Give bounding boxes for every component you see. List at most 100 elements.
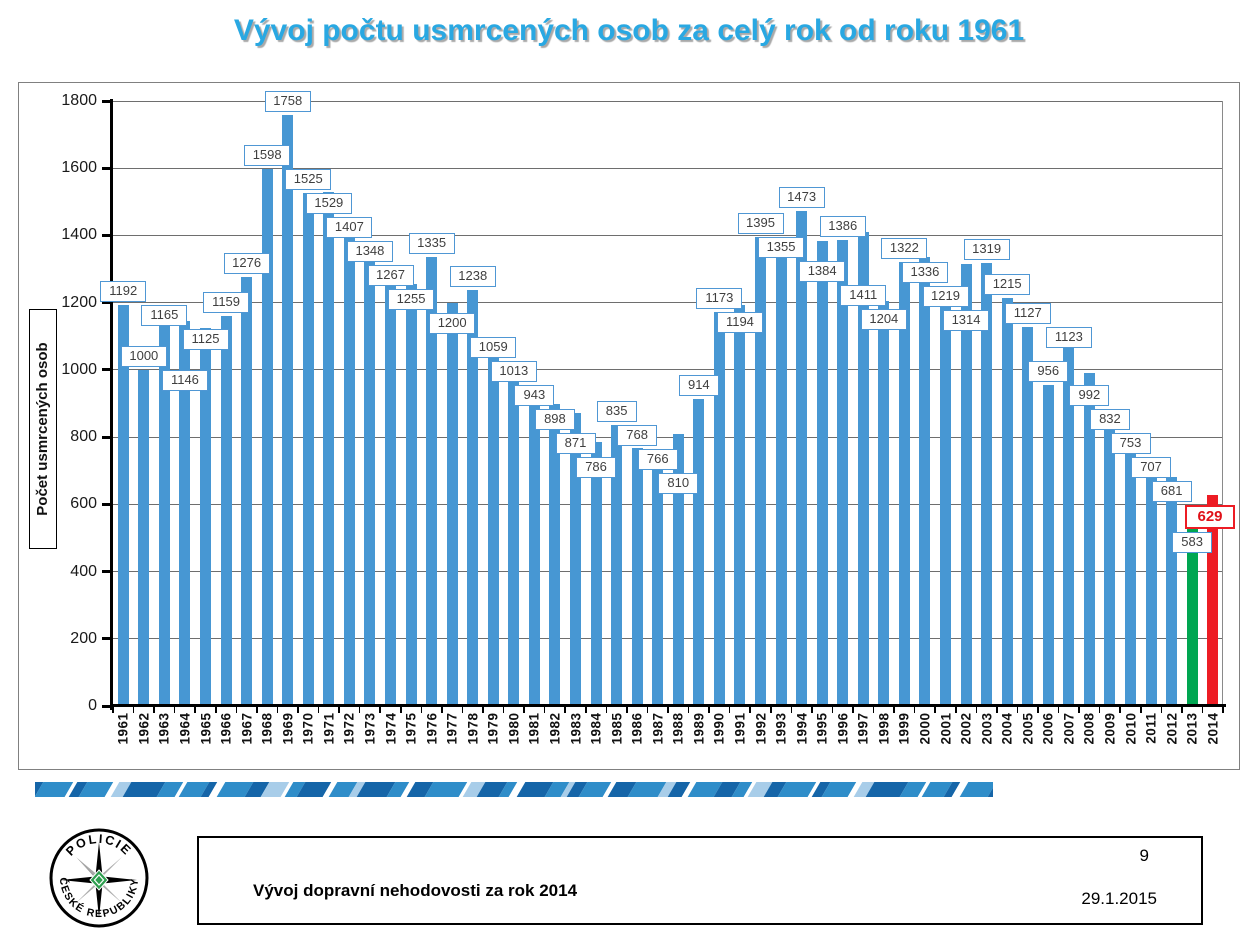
x-year-label: 1979 <box>485 712 501 745</box>
x-axis-tick <box>1016 707 1019 713</box>
y-axis-tick <box>102 502 111 506</box>
y-axis-tick <box>102 570 111 574</box>
x-axis-tick <box>523 707 525 713</box>
bar <box>282 115 294 706</box>
bar-value-label: 1395 <box>737 213 784 235</box>
x-axis-tick <box>893 707 895 713</box>
bar <box>898 261 910 706</box>
bar-value-label: 832 <box>1089 408 1130 430</box>
bar <box>960 264 972 706</box>
x-year-label: 1997 <box>855 712 871 745</box>
x-axis-tick <box>708 707 710 713</box>
x-year-label: 2013 <box>1184 712 1200 745</box>
bar-value-label: 1194 <box>716 311 763 333</box>
bar <box>713 311 725 706</box>
x-axis-tick <box>379 707 381 713</box>
x-axis-tick <box>872 707 875 713</box>
bar <box>570 413 581 706</box>
x-axis-tick <box>831 707 834 713</box>
y-tick-label: 1400 <box>61 226 97 244</box>
x-axis-tick <box>461 707 464 713</box>
bar-value-label: 1386 <box>819 216 866 238</box>
bar-value-label: 1219 <box>922 285 969 307</box>
bar-value-label: 1200 <box>429 313 476 335</box>
x-year-label: 1988 <box>670 712 686 745</box>
y-tick-label: 0 <box>88 697 97 714</box>
bar-value-label: 1407 <box>326 217 373 239</box>
x-year-label: 2012 <box>1164 712 1180 745</box>
bar-value-label: 810 <box>658 473 699 495</box>
x-year-label: 1981 <box>526 712 542 745</box>
x-year-label: 2006 <box>1040 712 1056 745</box>
page-title: Vývoj počtu usmrcených osob za celý rok … <box>233 14 1025 47</box>
bar <box>1207 494 1219 706</box>
gridline <box>113 638 1223 640</box>
y-tick-label: 800 <box>70 428 97 446</box>
x-axis-tick <box>502 707 505 713</box>
x-year-label: 1965 <box>198 712 213 745</box>
gridline <box>113 100 1223 102</box>
x-year-label: 1998 <box>876 712 892 745</box>
bar <box>796 210 808 706</box>
y-axis-tick <box>102 99 111 103</box>
bar <box>919 256 931 706</box>
gridline <box>113 436 1223 438</box>
x-axis-tick <box>770 707 772 713</box>
x-year-label: 1969 <box>280 712 296 745</box>
bar-value-label: 1758 <box>264 91 311 113</box>
x-year-label: 1999 <box>896 712 912 745</box>
x-year-label: 1983 <box>568 712 583 745</box>
y-tick-label: 1200 <box>61 293 97 311</box>
bar-value-label: 1204 <box>860 309 907 331</box>
x-axis-tick <box>646 707 649 713</box>
y-axis-tick <box>102 166 111 170</box>
bar <box>816 240 828 706</box>
x-axis-tick <box>1181 707 1183 713</box>
bar <box>1125 452 1136 706</box>
x-year-label: 1985 <box>609 712 625 745</box>
x-axis-tick <box>112 707 114 713</box>
bar <box>1001 297 1013 706</box>
bar <box>446 302 458 706</box>
x-axis-tick <box>1119 707 1121 713</box>
bar-value-label: 766 <box>637 449 678 471</box>
x-year-label: 2004 <box>999 712 1015 745</box>
x-axis-tick <box>975 707 978 713</box>
x-year-label: 1963 <box>156 712 172 745</box>
footer-date: 29.1.2015 <box>1081 889 1157 908</box>
bar-value-label: 1473 <box>778 186 825 208</box>
bar-value-label: 1336 <box>901 261 948 283</box>
bar-value-label: 992 <box>1069 384 1110 406</box>
x-axis-tick <box>276 707 279 713</box>
x-axis-tick <box>913 707 916 713</box>
bar <box>1083 372 1095 706</box>
bar-value-label: 1125 <box>182 329 229 351</box>
x-year-label: 1990 <box>711 712 727 745</box>
x-axis-tick <box>934 707 936 713</box>
bar <box>405 284 417 706</box>
bar <box>1186 510 1198 706</box>
logo-green-diamond <box>89 869 109 891</box>
footer-title: Vývoj dopravní nehodovosti za rok 2014 <box>253 881 578 900</box>
bar-value-label: 1411 <box>840 285 887 307</box>
bar-value-label: 786 <box>576 457 617 479</box>
x-axis-tick <box>1140 707 1142 713</box>
bar <box>1063 328 1075 706</box>
bar <box>837 240 849 706</box>
x-year-label: 1971 <box>321 712 337 745</box>
gridline <box>113 369 1223 371</box>
bar <box>981 262 993 706</box>
gridline <box>113 302 1223 304</box>
x-year-label: 1991 <box>732 712 748 745</box>
x-year-label: 1973 <box>362 712 378 745</box>
bar <box>508 365 520 706</box>
y-axis-tick <box>102 301 111 305</box>
x-year-label: 2014 <box>1205 712 1221 745</box>
x-year-label: 2002 <box>958 712 974 745</box>
x-year-label: 2007 <box>1061 712 1077 745</box>
bar-value-label: 768 <box>617 425 658 447</box>
bar <box>302 193 314 706</box>
x-year-label: 2005 <box>1020 712 1036 745</box>
bar <box>1145 468 1157 706</box>
bar-value-label: 943 <box>514 385 555 407</box>
